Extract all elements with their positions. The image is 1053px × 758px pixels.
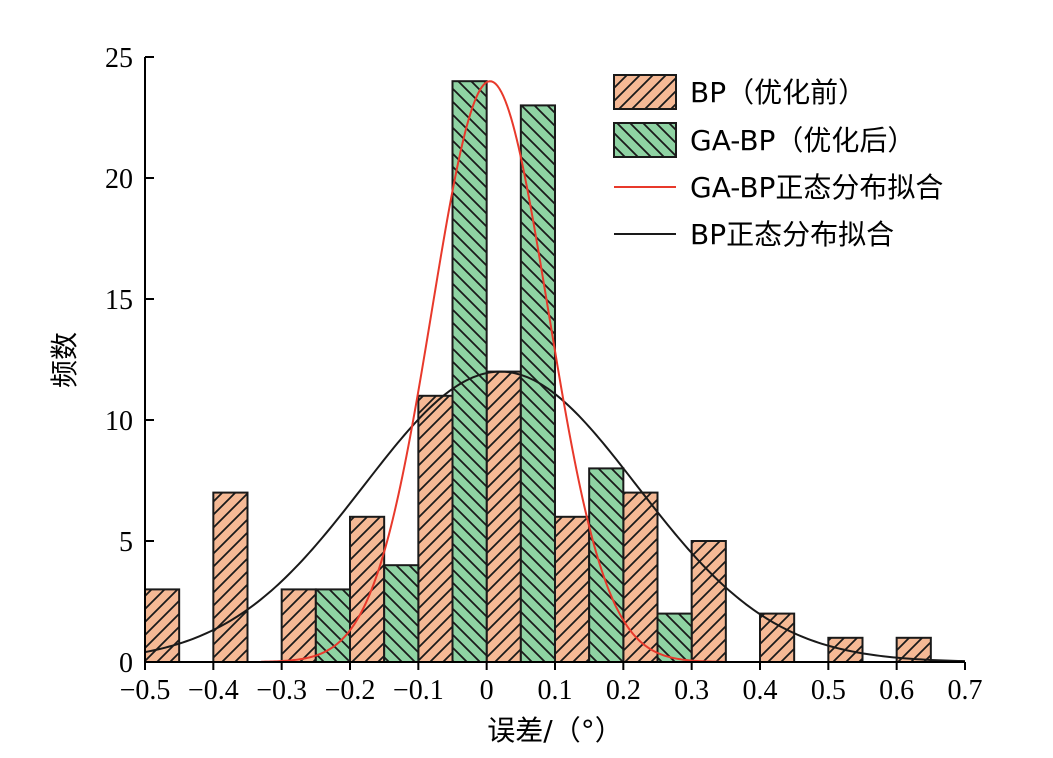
bp-bar-4 (417, 394, 454, 663)
bp-bars (144, 370, 932, 664)
x-tick-label-8: 0.3 (674, 675, 709, 706)
y-axis-title: 频数 (48, 332, 81, 388)
legend-label-bp-fit: BP正态分布拟合 (690, 218, 894, 251)
bp-bar-9 (759, 612, 796, 663)
legend-swatch-bp (613, 74, 677, 110)
x-tick-label-6: 0.1 (538, 675, 573, 706)
bp-bar-6 (554, 515, 591, 663)
bp-bar-1 (212, 491, 249, 663)
x-axis-title: 误差/（°） (487, 714, 622, 747)
gabp-bar-0 (314, 588, 352, 664)
y-tick-label-5: 25 (105, 43, 133, 74)
bp-bar-5 (485, 370, 522, 663)
y-tick-label-3: 15 (105, 285, 133, 316)
y-tick-label-4: 20 (105, 164, 133, 195)
bp-bar-3 (349, 515, 386, 663)
x-tick-label-5: 0 (480, 675, 494, 706)
legend-swatch-gabp (613, 122, 677, 158)
x-tick-label-11: 0.6 (879, 675, 914, 706)
x-tick-label-9: 0.4 (743, 675, 778, 706)
legend-label-bp: BP（优化前） (690, 76, 866, 109)
x-ticks: −0.5 −0.4 −0.3 −0.2 −0.1 0 0.1 0.2 0.3 0.4 0.5 0.6 0… (120, 662, 983, 706)
y-tick-label-0: 0 (119, 648, 133, 679)
bp-bar-7 (622, 491, 659, 663)
bp-bar-2 (280, 588, 317, 664)
y-tick-label-1: 5 (119, 527, 133, 558)
x-tick-label-10: 0.5 (811, 675, 846, 706)
legend-label-gabp: GA-BP（优化后） (690, 124, 915, 157)
gabp-fit-curve (261, 80, 726, 663)
y-ticks: 0 5 10 15 20 25 (105, 43, 154, 679)
gabp-bar-4 (588, 467, 625, 663)
x-tick-label-2: −0.3 (256, 675, 307, 706)
y-tick-label-2: 10 (105, 406, 133, 437)
gabp-bar-3 (519, 104, 556, 663)
gabp-bar-1 (383, 564, 420, 664)
legend-label-gabp-fit: GA-BP正态分布拟合 (690, 171, 943, 204)
x-tick-label-3: −0.2 (325, 675, 376, 706)
x-tick-label-0: −0.5 (120, 675, 171, 706)
fit-curves (144, 80, 966, 663)
x-tick-label-12: 0.7 (948, 675, 983, 706)
legend: BP（优化前） GA-BP（优化后） GA-BP正态分布拟合 BP正态分布拟合 (613, 74, 943, 251)
x-tick-label-7: 0.2 (606, 675, 641, 706)
x-tick-label-1: −0.4 (188, 675, 239, 706)
bp-fit-curve (144, 370, 966, 663)
x-tick-label-4: −0.1 (393, 675, 444, 706)
gabp-bars (314, 80, 693, 664)
